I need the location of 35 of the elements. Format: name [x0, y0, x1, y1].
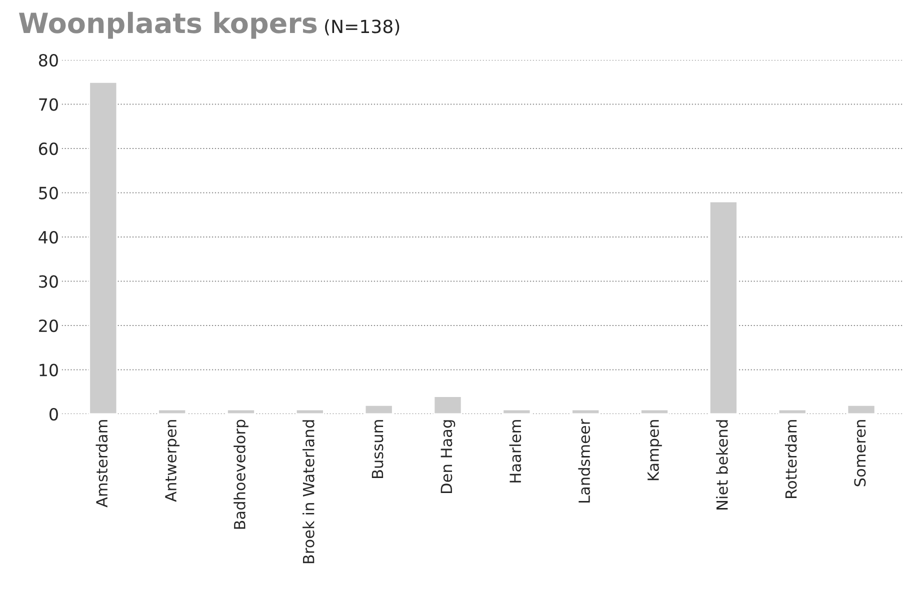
bar — [502, 408, 532, 414]
x-tick-label: Bussum — [372, 420, 384, 478]
bar — [433, 396, 462, 414]
chart-subtitle: (N=138) — [325, 19, 400, 36]
bar — [88, 81, 118, 414]
y-tick-label: 50 — [39, 186, 58, 200]
chart-title: Woonplaats kopers — [19, 12, 317, 39]
y-tick-label: 30 — [39, 275, 58, 288]
bar — [364, 404, 394, 414]
x-tick-label: Badhoevedorp — [234, 420, 248, 529]
x-tick-label: Antwerpen — [165, 420, 180, 502]
y-tick-label: 70 — [39, 98, 58, 111]
x-tick-label: Rotterdam — [784, 420, 797, 498]
y-tick-label: 0 — [50, 408, 58, 421]
x-tick-label: Landsmeer — [578, 418, 590, 503]
x-tick-label: Kampen — [648, 420, 662, 480]
x-tick-label: Broek in Waterland — [302, 420, 314, 564]
bar — [295, 408, 324, 414]
y-tick-label: 40 — [38, 230, 58, 244]
bar — [846, 404, 876, 414]
y-tick-label: 10 — [40, 364, 58, 376]
bar — [640, 408, 670, 414]
bar — [226, 408, 256, 414]
x-tick-label: Niet bekend — [716, 420, 728, 510]
bar — [708, 200, 738, 414]
y-tick-label: 20 — [39, 319, 58, 332]
x-tick-label: Den Haag — [440, 420, 456, 493]
y-tick-label: 80 — [38, 54, 58, 67]
bar — [778, 408, 807, 414]
x-tick-label: Amsterdam — [96, 420, 108, 508]
y-tick-label: 60 — [38, 142, 58, 156]
x-tick-label: Haarlem — [509, 420, 522, 482]
bar — [571, 408, 600, 414]
x-tick-label: Someren — [854, 420, 866, 486]
bar — [158, 408, 187, 414]
